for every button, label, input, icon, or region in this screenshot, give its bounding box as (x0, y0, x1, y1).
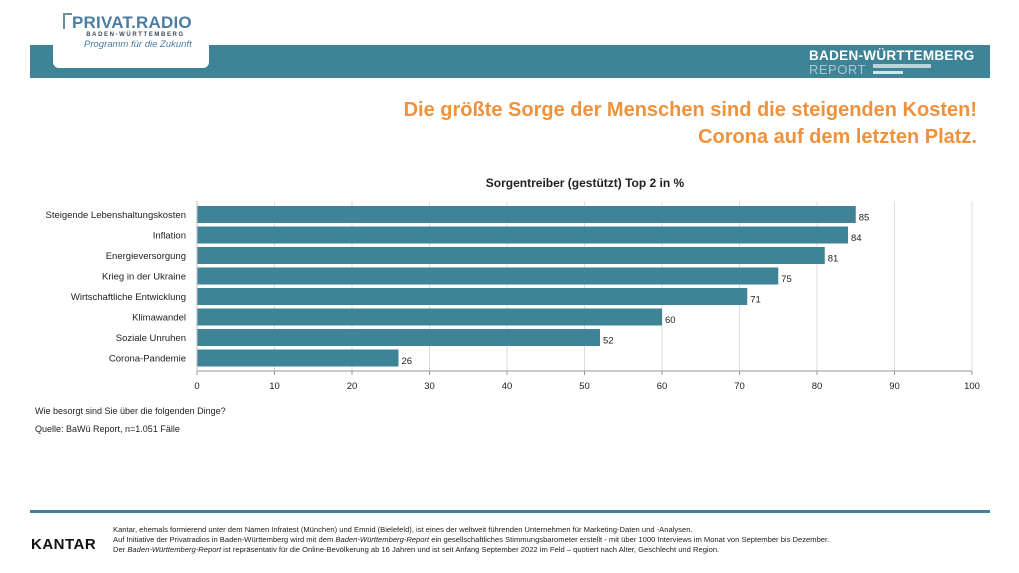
bar-chart: Steigende Lebenshaltungskosten 85 Inflatio… (45, 201, 980, 392)
survey-question: Wie besorgt sind Sie über die folgenden … (35, 406, 226, 416)
report-logo-line2: REPORT (809, 62, 866, 77)
chart-title: Sorgentreiber (gestützt) Top 2 in % (485, 176, 685, 190)
data-label: 84 (851, 233, 862, 244)
bar (197, 247, 825, 264)
data-label: 71 (750, 295, 761, 306)
report-logo-stripe (873, 64, 931, 68)
x-tick-label: 20 (347, 381, 358, 392)
footer-divider (30, 510, 990, 513)
data-label: 81 (828, 254, 839, 265)
bar (197, 349, 399, 367)
data-label: 85 (859, 213, 870, 224)
x-tick-label: 70 (734, 381, 745, 392)
x-tick-label: 60 (657, 381, 668, 392)
privat-radio-logo (53, 8, 209, 68)
bar (197, 329, 600, 346)
x-tick-label: 100 (964, 381, 980, 392)
category-label: Wirtschaftliche Entwicklung (71, 292, 186, 303)
category-label: Klimawandel (132, 313, 186, 324)
category-label: Soziale Unruhen (116, 333, 186, 344)
category-label: Steigende Lebenshaltungskosten (45, 210, 186, 221)
category-label: Krieg in der Ukraine (102, 272, 186, 283)
footer-note: Kantar, ehemals formierend unter dem Nam… (113, 525, 983, 555)
category-label: Energieversorgung (106, 251, 186, 262)
x-tick-label: 10 (269, 381, 280, 392)
kantar-logo: KANTAR (31, 536, 97, 553)
category-label: Corona-Pandemie (109, 354, 186, 365)
data-label: 60 (665, 315, 676, 326)
logo-bracket-icon (63, 13, 72, 29)
report-logo-stripe-short (873, 71, 903, 74)
logo-subtitle: BADEN-WÜRTTEMBERG (86, 32, 185, 38)
logo-tagline: Programm für die Zukunft (84, 39, 192, 50)
data-label: 26 (402, 356, 413, 367)
bar (197, 226, 848, 244)
category-label: Inflation (153, 231, 186, 242)
x-tick-label: 30 (424, 381, 435, 392)
footer-note-line1: Kantar, ehemals formierend unter dem Nam… (113, 525, 693, 534)
x-tick-label: 50 (579, 381, 590, 392)
bar (197, 267, 779, 285)
footer-note-line3: Der Baden-Württemberg-Report ist repräse… (113, 545, 720, 554)
source-note: Quelle: BaWü Report, n=1.051 Fälle (35, 424, 180, 434)
x-tick-label: 40 (502, 381, 513, 392)
report-logo-line1: BADEN-WÜRTTEMBERG (809, 48, 975, 63)
report-logo: BADEN-WÜRTTEMBERG REPORT (809, 47, 984, 77)
x-tick-label: 80 (812, 381, 823, 392)
bar (197, 288, 748, 305)
page-headline: Die größte Sorge der Menschen sind die s… (404, 97, 977, 151)
headline-line2: Corona auf dem letzten Platz. (698, 126, 977, 148)
data-label: 75 (781, 274, 792, 285)
headline-line1: Die größte Sorge der Menschen sind die s… (403, 99, 977, 121)
bar (197, 308, 662, 326)
footer-note-line2: Auf Initiative der Privatradios in Baden… (113, 535, 830, 544)
bar (197, 206, 856, 223)
x-tick-label: 0 (194, 381, 199, 392)
x-tick-label: 90 (889, 381, 900, 392)
data-label: 52 (603, 336, 614, 347)
logo-title: PRIVAT.RADIO (72, 13, 192, 32)
